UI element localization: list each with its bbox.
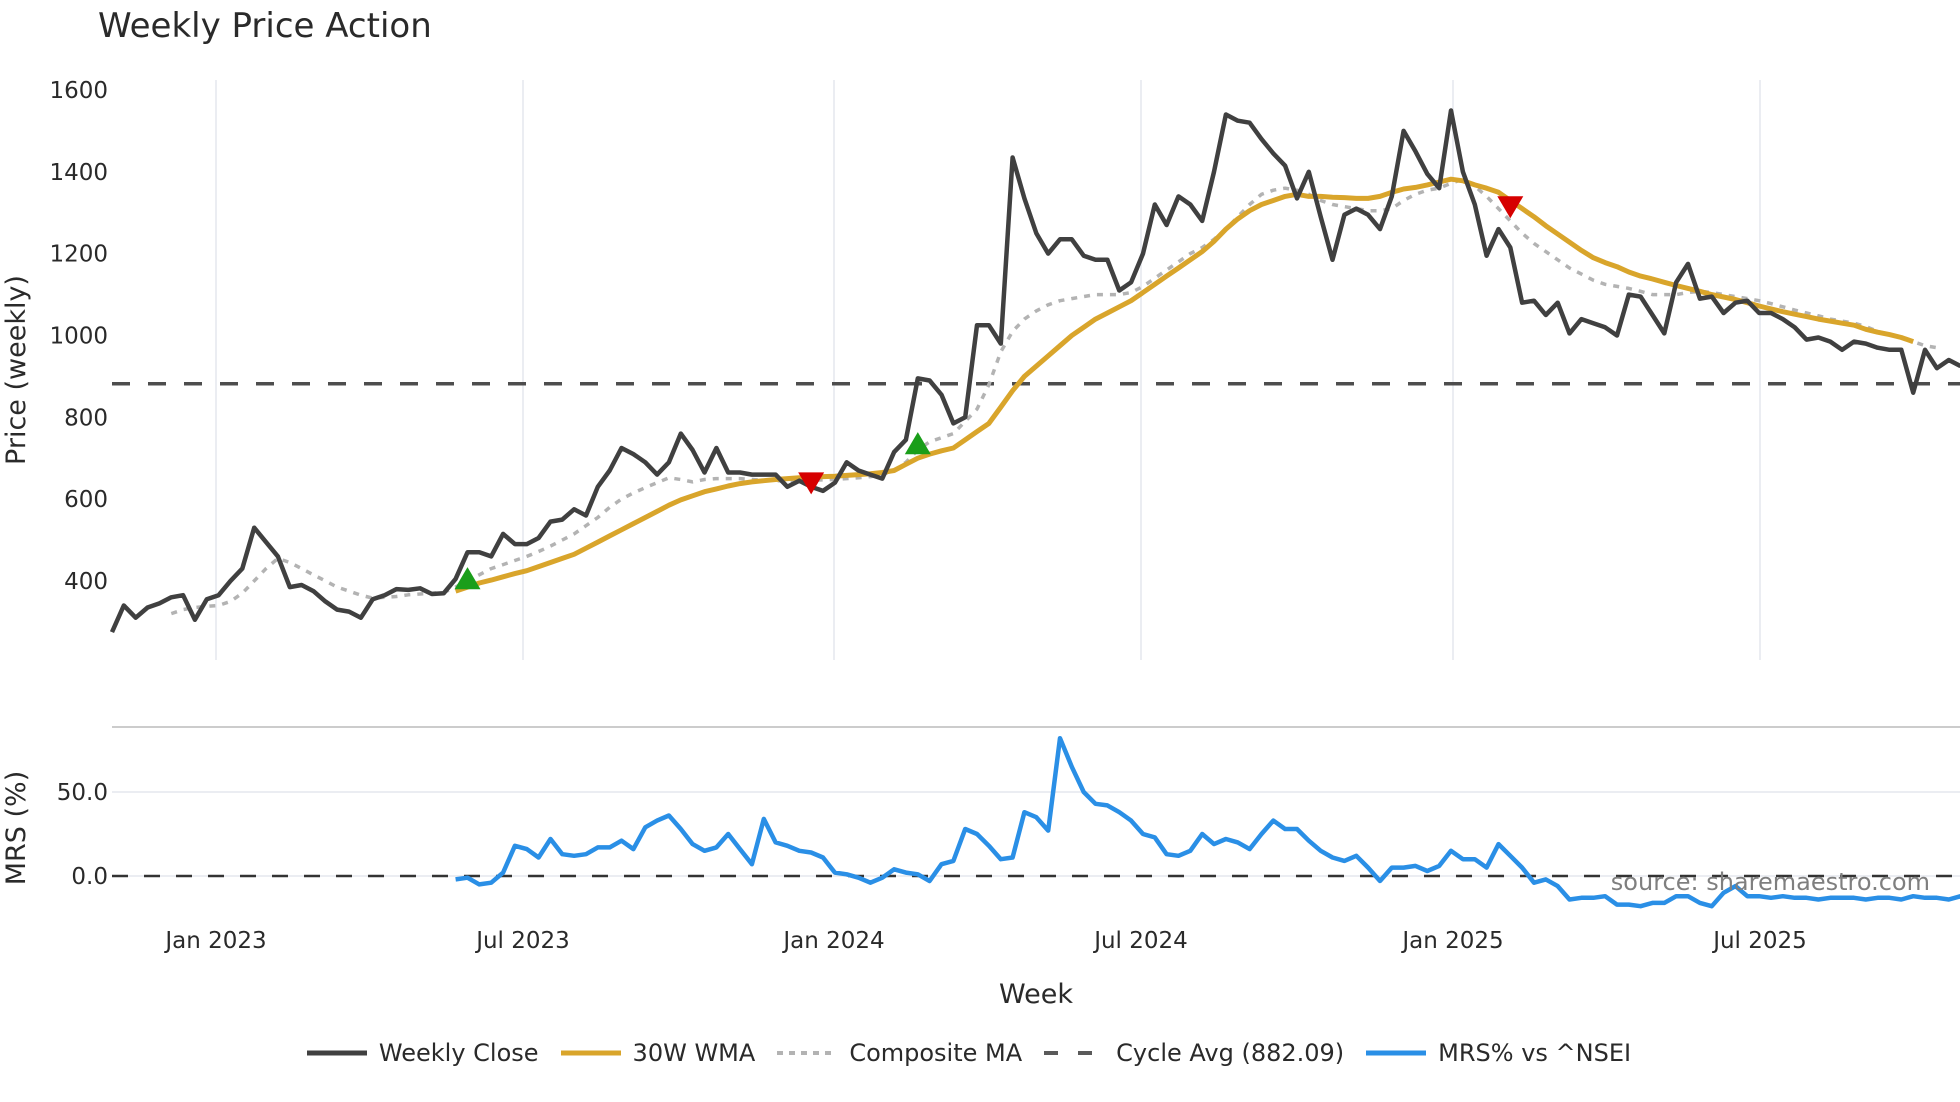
y-tick-label: 1000 (49, 323, 108, 349)
x-tick-label: Jul 2023 (474, 928, 570, 954)
chart-canvas: 400 600 800 1000 1200 1400 1600 Price (weekly)… (1, 78, 1960, 1010)
x-tick-label: Jul 2025 (1711, 928, 1807, 954)
composite-ma-line (170, 177, 1938, 616)
x-tick-label: Jan 2023 (163, 928, 266, 954)
x-tick-label: Jul 2024 (1092, 928, 1188, 954)
x-axis-title: Week (999, 979, 1073, 1010)
signal-markers (454, 196, 1524, 590)
legend-item-wma[interactable]: 30W WMA (560, 1039, 756, 1067)
price-y-axis-title: Price (weekly) (1, 275, 32, 465)
legend-item-mrs[interactable]: MRS% vs ^NSEI (1366, 1039, 1631, 1067)
composite-line-swatch-icon (777, 1046, 838, 1060)
buy-signal-triangle-up-icon (454, 567, 481, 590)
mrs-line-swatch-icon (1366, 1046, 1427, 1060)
legend-label: Composite MA (849, 1039, 1023, 1067)
wma-line (454, 176, 1915, 594)
mrs-series (112, 735, 1960, 909)
sell-signal-triangle-down-icon (798, 472, 825, 495)
legend: Weekly Close 30W WMA Composite MA Cycle Avg… (0, 1036, 1960, 1070)
price-grid (215, 80, 1761, 660)
buy-signal-triangle-up-icon (904, 432, 931, 455)
mrs-y-axis: 0.0 50.0 (57, 780, 108, 890)
cycle-line-swatch-icon (1044, 1046, 1105, 1060)
mrs-grid (112, 791, 1960, 877)
y-tick-label: 600 (64, 487, 108, 513)
close-line-swatch-icon (306, 1046, 367, 1060)
x-tick-label: Jan 2025 (1400, 928, 1503, 954)
y-tick-label: 800 (64, 405, 108, 431)
y-tick-label: 50.0 (57, 780, 108, 806)
legend-label: Cycle Avg (882.09) (1116, 1039, 1345, 1067)
y-tick-label: 1400 (49, 160, 108, 186)
legend-label: Weekly Close (378, 1039, 539, 1067)
legend-item-close[interactable]: Weekly Close (306, 1039, 539, 1067)
y-tick-label: 400 (64, 569, 108, 595)
weekly-close-line (109, 108, 1960, 634)
legend-item-composite[interactable]: Composite MA (777, 1039, 1022, 1067)
source-annotation: source: sharemaestro.com (1611, 868, 1930, 896)
price-series (109, 108, 1960, 634)
y-tick-label: 1200 (49, 242, 108, 268)
chart-title: Weekly Price Action (98, 6, 432, 46)
y-tick-label: 1600 (49, 78, 108, 104)
y-tick-label: 0.0 (71, 864, 108, 890)
x-axis: Jan 2023 Jul 2023 Jan 2024 Jul 2024 Jan 2025… (163, 928, 1806, 954)
mrs-line (455, 735, 1960, 909)
mrs-y-axis-title: MRS (%) (1, 771, 32, 886)
sell-signal-triangle-down-icon (1497, 196, 1524, 219)
price-y-axis: 400 600 800 1000 1200 1400 1600 (49, 78, 108, 595)
legend-item-cycle[interactable]: Cycle Avg (882.09) (1044, 1039, 1344, 1067)
wma-line-swatch-icon (560, 1046, 621, 1060)
legend-label: MRS% vs ^NSEI (1438, 1039, 1632, 1067)
legend-label: 30W WMA (632, 1039, 756, 1067)
x-tick-label: Jan 2024 (781, 928, 884, 954)
